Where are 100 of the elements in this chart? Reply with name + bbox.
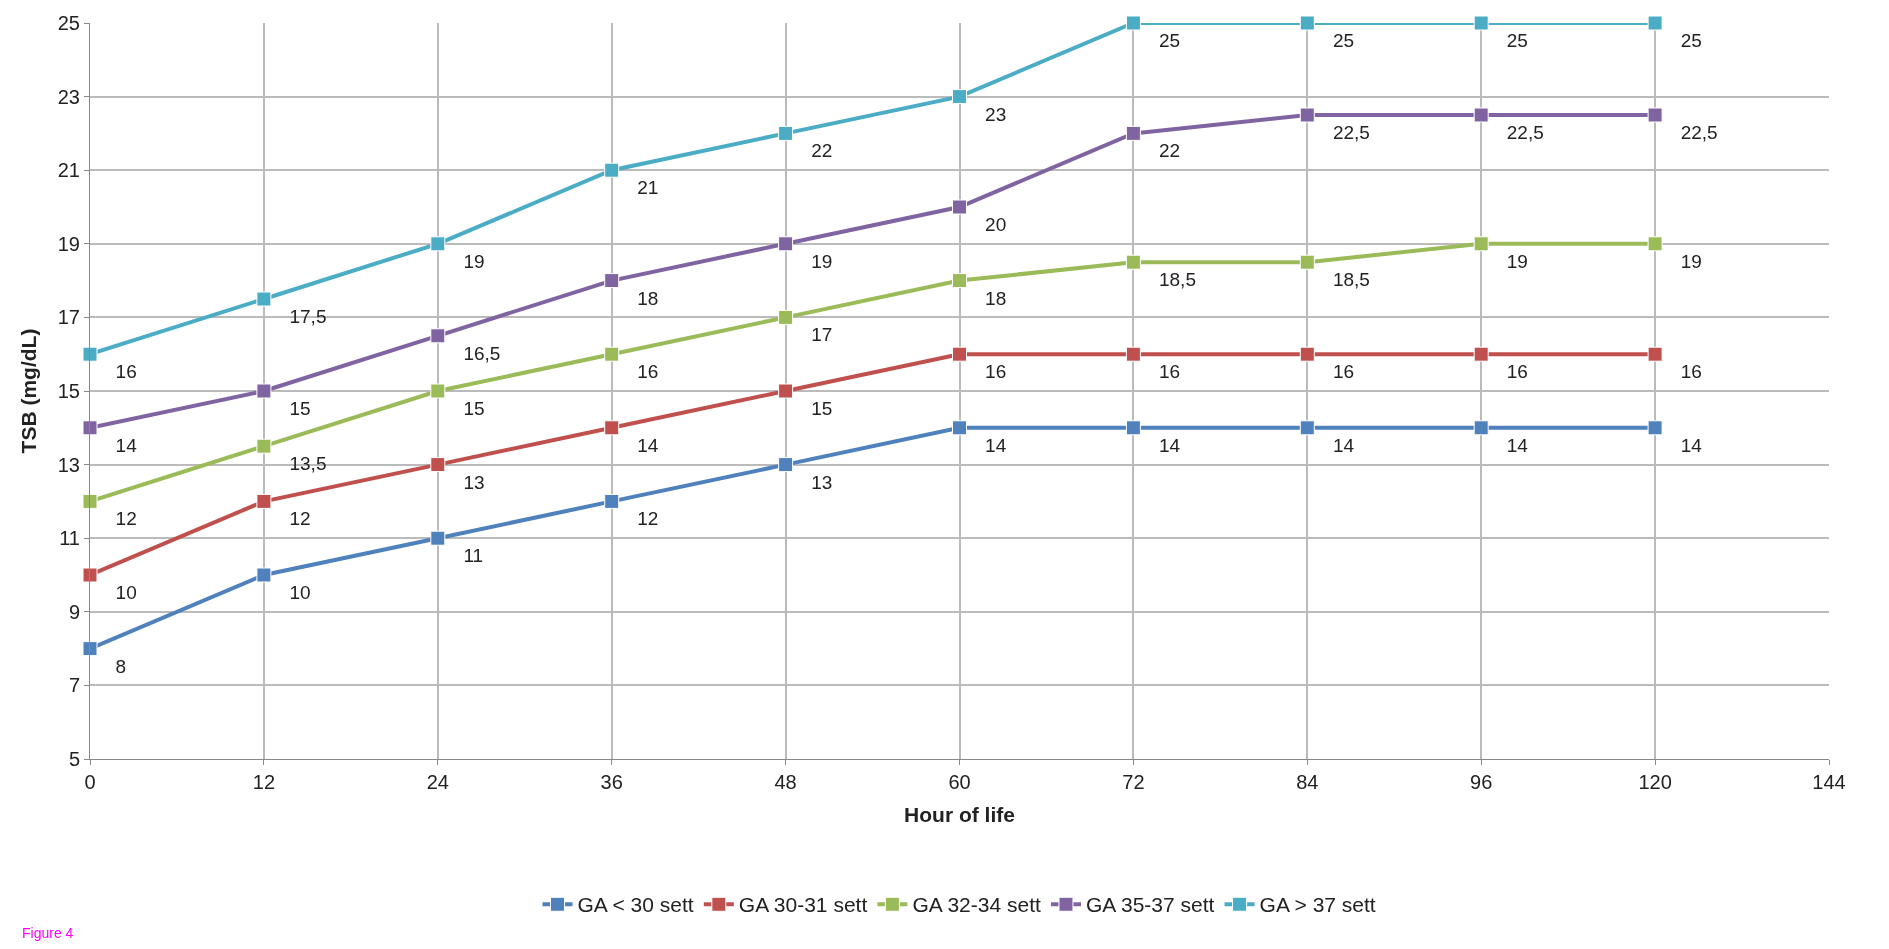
point: [778, 309, 794, 325]
point: [952, 89, 967, 105]
data-label: 18: [969, 287, 1007, 309]
data-label: 10: [99, 582, 137, 603]
data-label: 16: [621, 361, 659, 383]
legend-label: GA 32-34 sett: [912, 893, 1041, 917]
data-label: 16: [1664, 361, 1702, 383]
point: [1473, 107, 1489, 123]
x-tick-label: 120: [1638, 771, 1672, 793]
point: [604, 346, 620, 362]
y-tick-label: 17: [57, 306, 80, 329]
point: [1299, 346, 1315, 362]
point: [1473, 15, 1489, 31]
data-label: 25: [1317, 30, 1355, 51]
point: [430, 530, 446, 546]
point: [1473, 346, 1489, 362]
x-axis-title: Hour of life: [904, 803, 1015, 827]
y-tick-label: 25: [57, 12, 80, 34]
x-tick-label: 72: [1122, 771, 1145, 793]
legend-label: GA < 30 sett: [577, 893, 694, 917]
y-tick-label: 15: [57, 380, 80, 402]
data-label: 15: [447, 398, 485, 419]
data-label: 12: [99, 508, 137, 530]
point: [1299, 254, 1315, 270]
data-label: 12: [621, 508, 659, 530]
point: [1125, 254, 1141, 270]
data-label: 14: [621, 434, 659, 456]
caption: Figure 4: [22, 925, 74, 941]
point: [1647, 346, 1663, 362]
point: [1299, 420, 1315, 436]
data-label: 14: [969, 434, 1007, 456]
data-label: 14: [1664, 434, 1703, 456]
data-label: 25: [1664, 30, 1702, 51]
point: [82, 346, 98, 362]
data-label: 14: [1317, 434, 1355, 456]
data-label: 16: [1317, 361, 1355, 383]
data-label: 13: [795, 471, 833, 493]
legend-label: GA 35-37 sett: [1085, 893, 1215, 917]
data-label: 20: [969, 214, 1007, 235]
point: [1473, 236, 1489, 252]
y-tick-label: 13: [57, 453, 80, 476]
point: [256, 567, 272, 583]
point: [82, 493, 98, 509]
point: [604, 273, 620, 289]
point: [82, 420, 98, 436]
point: [778, 236, 794, 252]
data-label: 14: [1143, 434, 1181, 456]
data-label: 19: [795, 250, 833, 272]
data-label: 15: [795, 398, 833, 419]
data-label: 12: [273, 508, 311, 530]
data-label: 23: [969, 103, 1007, 125]
data-label: 16: [1490, 361, 1528, 383]
point: [256, 493, 272, 509]
point: [430, 236, 446, 252]
x-tick-label: 84: [1296, 771, 1319, 793]
point: [604, 420, 620, 436]
data-label: 8: [99, 655, 127, 677]
point: [256, 383, 272, 399]
point: [1125, 125, 1141, 141]
point: [778, 457, 794, 473]
data-label: 17,5: [273, 306, 327, 327]
point: [1299, 107, 1315, 123]
data-label: 25: [1143, 30, 1181, 51]
x-tick-label: 60: [948, 771, 971, 793]
point: [256, 291, 272, 307]
x-tick-label: 96: [1470, 771, 1493, 793]
data-label: 22: [795, 140, 833, 162]
data-label: 22,5: [1664, 122, 1718, 143]
data-label: 22,5: [1317, 122, 1370, 143]
y-tick-label: 23: [57, 85, 80, 108]
y-axis-title: TSB (mg/dL): [16, 328, 40, 454]
point: [256, 438, 272, 454]
point: [1647, 420, 1663, 436]
point: [952, 420, 967, 436]
point: [778, 383, 794, 399]
legend-label: GA > 37 sett: [1259, 893, 1376, 917]
point: [430, 383, 446, 399]
data-label: 11: [447, 545, 484, 567]
data-label: 19: [447, 250, 485, 272]
point: [952, 346, 967, 362]
data-label: 18,5: [1317, 269, 1370, 291]
point: [430, 328, 446, 344]
x-tick-label: 48: [774, 771, 797, 793]
point: [604, 493, 620, 509]
data-label: 16: [969, 361, 1007, 383]
point: [1647, 15, 1663, 31]
point: [952, 273, 967, 289]
data-label: 13,5: [273, 453, 327, 475]
data-label: 10: [273, 582, 311, 603]
point: [1647, 107, 1663, 123]
point: [82, 567, 98, 583]
data-label: 19: [1664, 250, 1702, 272]
data-label: 25: [1490, 30, 1528, 51]
point: [1125, 346, 1141, 362]
point: [1647, 236, 1663, 252]
data-label: 14: [1490, 434, 1529, 456]
data-label: 17: [795, 324, 833, 346]
data-label: 18: [621, 287, 659, 309]
data-label: 22: [1143, 140, 1181, 162]
data-label: 13: [447, 471, 485, 493]
